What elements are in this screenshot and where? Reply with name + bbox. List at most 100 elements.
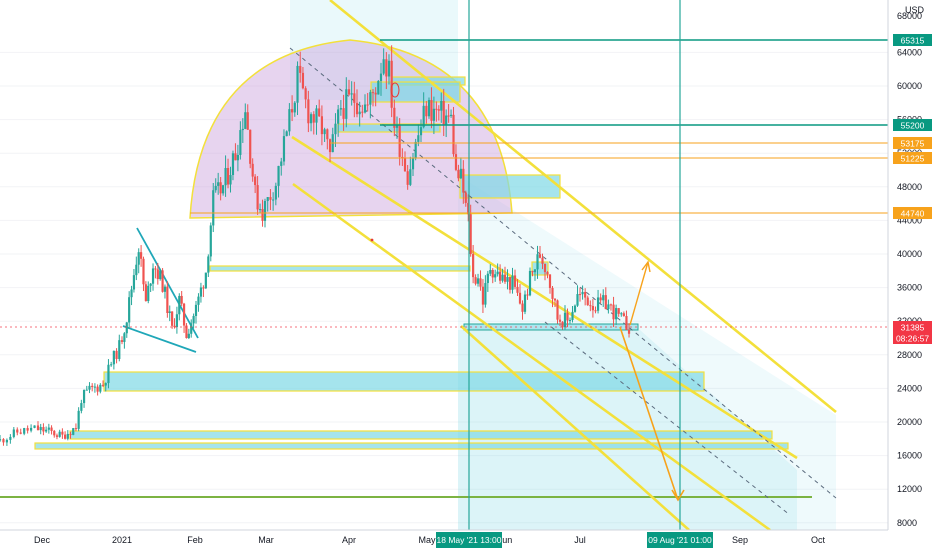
- candle-body[interactable]: [414, 141, 417, 159]
- candle-body[interactable]: [467, 202, 470, 215]
- candle-body[interactable]: [47, 427, 50, 430]
- candle-body[interactable]: [556, 300, 559, 320]
- candle-body[interactable]: [304, 88, 307, 100]
- candle-body[interactable]: [511, 275, 514, 290]
- candle-body[interactable]: [452, 114, 455, 155]
- candle-body[interactable]: [69, 433, 72, 435]
- candle-body[interactable]: [293, 102, 296, 113]
- candle-body[interactable]: [274, 185, 277, 200]
- candle-body[interactable]: [411, 158, 415, 170]
- candle-body[interactable]: [128, 297, 131, 323]
- candle-body[interactable]: [430, 100, 433, 121]
- candle-body[interactable]: [77, 410, 80, 429]
- candle-body[interactable]: [425, 105, 428, 117]
- candle-body[interactable]: [553, 298, 557, 301]
- candle-body[interactable]: [437, 109, 440, 111]
- candle-body[interactable]: [214, 185, 217, 191]
- candle-body[interactable]: [523, 294, 527, 312]
- candle-body[interactable]: [112, 350, 115, 365]
- candle-body[interactable]: [457, 169, 460, 179]
- candle-body[interactable]: [187, 333, 190, 339]
- candle-body[interactable]: [197, 296, 200, 305]
- candle-body[interactable]: [546, 272, 549, 275]
- candle-body[interactable]: [342, 108, 345, 119]
- candle-body[interactable]: [251, 163, 254, 177]
- candle-body[interactable]: [427, 100, 431, 117]
- candle-body[interactable]: [58, 431, 61, 437]
- candle-body[interactable]: [163, 286, 167, 292]
- candle-body[interactable]: [353, 93, 356, 103]
- candle-body[interactable]: [26, 428, 29, 431]
- candle-body[interactable]: [387, 60, 391, 77]
- candle-body[interactable]: [551, 287, 554, 299]
- candle-body[interactable]: [563, 312, 567, 328]
- candle-body[interactable]: [288, 109, 291, 132]
- candle-body[interactable]: [39, 427, 42, 431]
- candle-body[interactable]: [508, 277, 512, 290]
- candle-body[interactable]: [403, 158, 407, 172]
- candle-body[interactable]: [382, 59, 385, 74]
- candle-body[interactable]: [231, 153, 235, 176]
- candle-body[interactable]: [516, 286, 519, 293]
- candle-body[interactable]: [312, 114, 315, 123]
- candle-body[interactable]: [474, 277, 477, 284]
- candle-body[interactable]: [142, 258, 145, 285]
- candle-body[interactable]: [612, 304, 615, 320]
- candle-body[interactable]: [326, 129, 329, 140]
- candle-body[interactable]: [254, 176, 257, 186]
- candle-body[interactable]: [339, 108, 342, 110]
- candle-body[interactable]: [53, 430, 56, 436]
- candle-body[interactable]: [55, 435, 59, 437]
- candle-body[interactable]: [617, 308, 620, 314]
- candle-body[interactable]: [309, 114, 313, 124]
- candle-body[interactable]: [459, 168, 462, 179]
- candle-body[interactable]: [390, 60, 393, 108]
- candle-body[interactable]: [604, 295, 607, 310]
- candle-body[interactable]: [494, 274, 497, 278]
- candle-body[interactable]: [379, 73, 383, 81]
- candle-body[interactable]: [5, 439, 9, 443]
- price-axis[interactable]: [888, 0, 932, 550]
- candle-body[interactable]: [486, 273, 489, 284]
- candle-body[interactable]: [491, 270, 494, 278]
- candle-body[interactable]: [154, 268, 157, 270]
- candle-body[interactable]: [125, 322, 128, 334]
- candle-body[interactable]: [50, 427, 53, 431]
- candle-body[interactable]: [239, 130, 242, 155]
- candle-body[interactable]: [596, 297, 600, 311]
- candle-body[interactable]: [374, 92, 377, 95]
- candle-body[interactable]: [171, 311, 174, 326]
- candle-body[interactable]: [0, 439, 2, 441]
- candle-body[interactable]: [442, 100, 445, 126]
- candle-body[interactable]: [578, 294, 582, 296]
- candle-body[interactable]: [347, 89, 351, 95]
- candle-body[interactable]: [615, 308, 618, 320]
- candle-body[interactable]: [609, 304, 613, 306]
- candle-body[interactable]: [464, 192, 467, 203]
- candle-body[interactable]: [33, 425, 36, 428]
- candle-body[interactable]: [576, 294, 579, 306]
- candle-body[interactable]: [518, 292, 522, 304]
- candle-body[interactable]: [85, 389, 88, 391]
- candle-body[interactable]: [489, 270, 492, 274]
- candle-body[interactable]: [263, 201, 267, 221]
- candle-body[interactable]: [280, 161, 283, 166]
- candle-body[interactable]: [229, 175, 232, 185]
- candle-body[interactable]: [369, 92, 372, 105]
- candle-body[interactable]: [422, 105, 425, 128]
- candle-body[interactable]: [607, 304, 610, 310]
- candle-body[interactable]: [290, 109, 294, 113]
- candle-body[interactable]: [586, 297, 589, 306]
- candle-body[interactable]: [80, 403, 83, 411]
- candle-body[interactable]: [256, 185, 259, 210]
- candle-body[interactable]: [506, 277, 509, 282]
- candle-body[interactable]: [180, 295, 183, 304]
- candle-body[interactable]: [521, 303, 524, 312]
- candle-body[interactable]: [496, 271, 499, 275]
- candle-body[interactable]: [409, 169, 412, 185]
- candle-body[interactable]: [161, 270, 164, 292]
- candle-body[interactable]: [558, 319, 562, 322]
- candle-body[interactable]: [627, 329, 631, 334]
- candle-body[interactable]: [472, 254, 475, 278]
- candle-body[interactable]: [185, 325, 188, 339]
